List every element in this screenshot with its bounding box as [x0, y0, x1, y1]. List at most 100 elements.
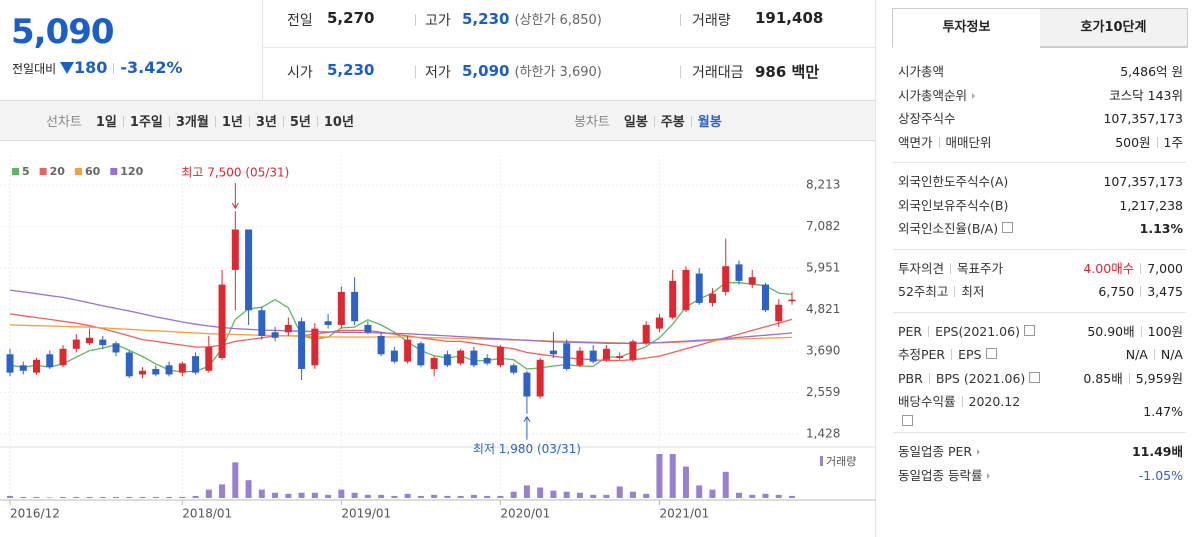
change-pct: -3.42%	[120, 58, 183, 77]
separator	[316, 116, 318, 127]
candle-body	[125, 352, 133, 377]
change: 180	[74, 58, 108, 77]
volume-bar	[643, 493, 650, 498]
label-part: 시가총액	[898, 64, 945, 79]
volume-bar	[7, 495, 13, 498]
quote-divider	[263, 47, 875, 48]
tab[interactable]: 1년	[221, 115, 243, 130]
tab[interactable]: 10년	[323, 115, 354, 130]
separator	[954, 286, 956, 297]
separator	[938, 136, 940, 148]
candle-body	[390, 350, 398, 362]
info-label: 외국인보유주식수(B)	[898, 198, 1008, 214]
tab[interactable]: 3년	[255, 115, 277, 130]
volume-bar	[391, 495, 398, 498]
quote-value: 986 백만	[755, 61, 819, 82]
volume-bar	[245, 480, 252, 498]
x-tick-label: 2019/01	[341, 507, 391, 521]
legend-swatch	[110, 168, 118, 175]
info-value: 107,357,173	[1103, 111, 1183, 127]
label-part: EPS	[958, 347, 982, 362]
separator	[653, 116, 655, 127]
x-tick-label: 2020/01	[500, 507, 550, 521]
label-part: 배당수익률	[898, 394, 956, 409]
value-part: 5,486억 원	[1120, 64, 1183, 79]
label-part: EPS(2021.06)	[935, 323, 1020, 339]
volume-bar	[152, 496, 159, 498]
separator	[282, 116, 284, 127]
label-part: 투자의견	[898, 260, 945, 276]
info-value: 0.85배 5,959원	[1083, 371, 1183, 387]
tab[interactable]: 1주일	[129, 115, 163, 130]
tab[interactable]: 월봉	[697, 115, 722, 130]
separator	[690, 116, 692, 127]
tab[interactable]: 일봉	[623, 115, 648, 130]
legend-label: 5	[22, 165, 30, 178]
label-part: 2020.12	[968, 394, 1021, 409]
candle-body	[563, 343, 571, 369]
y-tick-label: 8,213	[806, 178, 840, 192]
label-part: BPS (2021.06)	[935, 370, 1026, 386]
info-value: 50.90배 100원	[1087, 324, 1183, 340]
volume-bar	[60, 496, 67, 498]
quote-label: 전일	[287, 13, 313, 29]
separator	[113, 63, 115, 74]
change-label: 전일대비	[12, 62, 57, 76]
label-part: 동일업종 등락률	[898, 467, 983, 483]
candle-body	[510, 365, 518, 373]
info-label: 배당수익률 2020.12	[898, 394, 1020, 430]
section-divider	[893, 311, 1186, 313]
value-part: 50.90배	[1087, 323, 1135, 339]
separator	[1140, 325, 1142, 337]
volume-bar	[404, 493, 411, 498]
info-label: 시가총액	[898, 64, 944, 80]
info-tab[interactable]: 호가10단계	[1040, 8, 1188, 48]
y-tick-label: 1,428	[806, 427, 840, 441]
volume-bar	[669, 454, 676, 498]
label-part: PER	[898, 323, 923, 339]
candle-body	[682, 269, 690, 311]
volume-bar	[205, 489, 212, 498]
volume-bar	[749, 494, 756, 498]
info-value: 6,750 3,475	[1098, 284, 1183, 300]
candle-body	[761, 284, 769, 311]
volume-bar	[789, 495, 795, 498]
value-part: 11.49배	[1131, 444, 1183, 459]
tab-group: 봉차트 일봉 주봉 월봉	[574, 111, 722, 130]
candle-body	[298, 321, 306, 369]
down-icon	[60, 62, 74, 74]
note: (상한가 6,850)	[514, 13, 602, 28]
candle-body	[549, 350, 557, 355]
candle-body	[351, 291, 359, 322]
separator	[1156, 136, 1158, 148]
tab[interactable]: 1일	[95, 115, 117, 130]
info-label: 외국인소진율(B/A)	[898, 221, 1014, 237]
candle-body	[19, 365, 27, 371]
candle-body	[536, 359, 544, 397]
info-value: 1.47%	[1143, 404, 1183, 420]
volume-bar	[46, 497, 53, 498]
candle-body	[364, 324, 372, 333]
price: 5,090	[11, 12, 115, 52]
info-tab[interactable]: 투자정보	[892, 8, 1041, 48]
ma-line	[9, 289, 793, 344]
volume-bar	[417, 495, 424, 498]
value-part: 0.85배	[1083, 370, 1123, 386]
y-tick-label: 3,690	[806, 343, 840, 357]
value-part: 6,750	[1098, 284, 1135, 299]
separator	[928, 372, 930, 384]
candle-body	[165, 365, 173, 375]
candle-body	[6, 354, 14, 373]
volume-bar	[179, 496, 186, 498]
info-value: 코스닥 143위	[1109, 88, 1183, 104]
volume-bar	[378, 494, 385, 498]
tab[interactable]: 주봉	[660, 115, 685, 130]
candle-body	[695, 273, 703, 303]
info-value: 4.00매수 7,000	[1083, 261, 1183, 277]
volume-bar	[484, 495, 491, 498]
tab[interactable]: 3개월	[175, 115, 209, 130]
label-part: PBR	[898, 370, 923, 386]
candle-body	[629, 341, 637, 360]
candle-body	[722, 266, 730, 292]
tab[interactable]: 5년	[289, 115, 311, 130]
